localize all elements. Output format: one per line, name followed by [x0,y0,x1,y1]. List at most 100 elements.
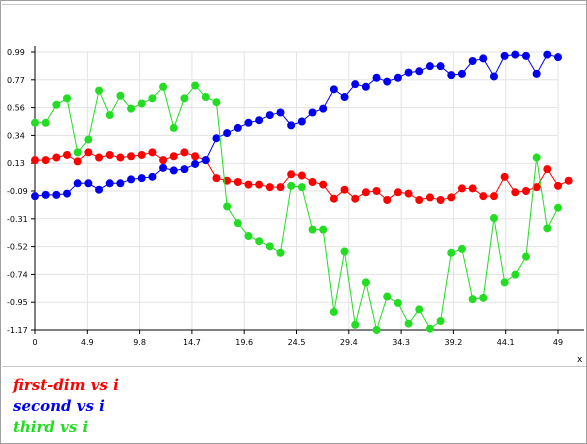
data-point [287,170,296,179]
data-point [116,91,125,100]
data-point [521,51,530,60]
y-tick-label: 0.13 [7,159,25,168]
data-point [169,152,178,161]
data-point [340,185,349,194]
data-point [223,202,232,211]
data-point [511,270,520,279]
data-point [383,196,392,205]
data-point [148,172,157,181]
data-point [265,111,274,120]
legend-entry: third vs i [13,418,89,436]
data-point [361,278,370,287]
y-tick-label: -1.17 [7,326,28,335]
data-point [95,185,104,194]
data-point [404,189,413,198]
top-divider [2,4,586,5]
data-point [319,225,328,234]
series-2 [31,50,562,201]
data-point [372,187,381,195]
y-tick-label: -0.52 [7,243,28,252]
data-point [105,150,114,159]
data-point [255,237,264,246]
y-tick-label: -0.95 [7,298,28,307]
data-point [201,93,210,102]
legend: first-dim vs i second vs i third vs i [13,375,119,438]
data-point [447,248,456,257]
data-point [500,51,509,60]
data-point [489,72,498,81]
x-tick-label: 4.9 [81,338,94,347]
data-point [287,121,296,130]
data-point [191,159,200,168]
y-tick-label: -0.74 [7,270,28,279]
data-point [73,157,82,166]
data-point [554,53,562,62]
series-3 [31,81,562,334]
y-tick-label: 0.56 [7,104,25,113]
data-point [308,177,317,186]
y-tick-label: -0.31 [7,215,28,224]
data-point [532,183,541,192]
x-tick-label: 14.7 [183,338,201,347]
data-point [500,278,509,287]
x-tick-label: 49 [553,338,563,347]
data-point [543,50,552,59]
data-point [351,320,360,329]
data-point [511,188,520,197]
data-point [329,194,338,203]
data-point [159,156,168,165]
data-point [521,252,530,261]
data-point [159,163,168,172]
data-point [63,150,72,159]
data-point [265,183,274,192]
x-tick-label: 29.4 [340,338,358,347]
legend-entry: second vs i [13,397,105,415]
data-point [511,50,520,59]
data-point [383,292,392,301]
data-point [169,166,178,175]
data-point [137,99,146,108]
legend-entry: first-dim vs i [13,376,119,394]
data-point [52,100,61,109]
x-tick-label: 9.8 [133,338,146,347]
series-1 [31,148,573,205]
data-point [425,62,434,71]
data-point [148,94,157,103]
data-point [404,319,413,328]
data-point [127,175,136,184]
data-point [297,117,306,126]
data-point [233,219,242,228]
data-point [73,148,82,157]
data-point [84,148,93,157]
data-point [116,153,125,162]
data-point [73,179,82,188]
data-point [393,298,402,307]
data-point [137,150,146,159]
data-point [212,174,221,183]
tick-labels: 0 4.9 9.8 14.7 19.6 24.5 29.4 34.3 39.2 44.1 49 0.9… [7,48,583,365]
data-point [564,176,573,185]
data-point [532,153,541,162]
data-point [543,224,552,233]
data-point [212,134,221,143]
data-point [425,324,434,333]
y-tick-label: 0.34 [7,131,25,140]
data-point [265,242,274,251]
data-point [447,71,456,80]
x-tick-label: 44.1 [497,338,515,347]
data-point [457,184,466,193]
data-point [297,171,306,180]
data-point [489,214,498,223]
data-point [468,295,477,304]
data-point [52,190,61,199]
data-point [383,77,392,86]
plot-area: 0 4.9 9.8 14.7 19.6 24.5 29.4 34.3 39.2 44.1 49 0.9… [7,46,584,365]
data-point [340,93,349,102]
data-point [372,73,381,82]
data-point [457,69,466,78]
data-point [244,180,253,189]
data-point [543,165,552,174]
data-point [41,156,50,165]
data-point [116,179,125,188]
data-point [212,98,221,107]
